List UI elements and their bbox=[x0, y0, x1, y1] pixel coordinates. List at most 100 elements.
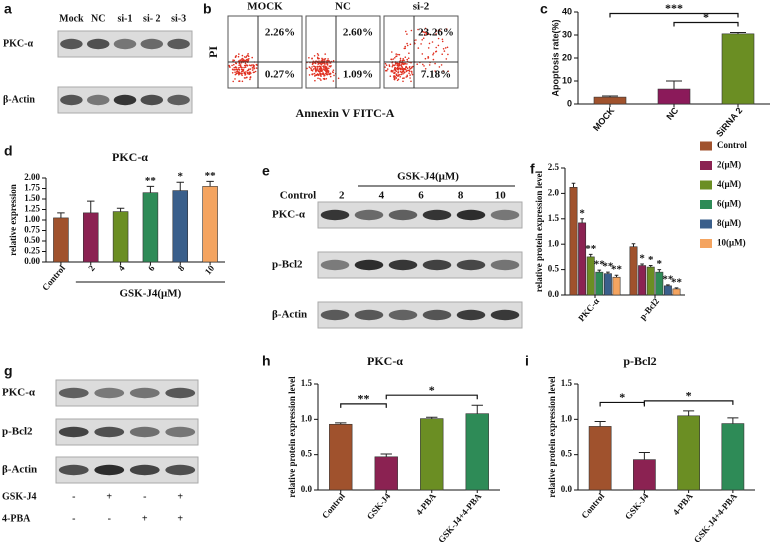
bar bbox=[595, 271, 604, 296]
y-tick-label: 0.0 bbox=[548, 289, 560, 299]
event-dot bbox=[314, 74, 316, 77]
condition-sign: + bbox=[177, 491, 183, 502]
event-dot bbox=[428, 42, 431, 45]
event-dot bbox=[428, 33, 430, 35]
blot-band bbox=[354, 209, 384, 221]
condition-label: 4-PBA bbox=[2, 513, 31, 524]
y-tick-label: 40 bbox=[562, 6, 572, 16]
significance-bracket bbox=[643, 400, 734, 405]
event-dot bbox=[235, 68, 237, 71]
bar bbox=[569, 187, 578, 296]
lane-label: 4 bbox=[379, 190, 385, 202]
error-bar bbox=[730, 31, 746, 34]
event-dot bbox=[402, 58, 405, 60]
event-dot bbox=[406, 67, 409, 70]
event-dot bbox=[313, 72, 316, 75]
event-dot bbox=[323, 68, 325, 71]
x-tick-label: NC bbox=[664, 105, 680, 122]
event-dot bbox=[396, 68, 399, 70]
event-dot bbox=[401, 59, 404, 62]
event-dot bbox=[396, 62, 399, 65]
bar bbox=[593, 96, 627, 105]
significance-mark: * bbox=[579, 207, 585, 219]
event-dot bbox=[396, 64, 399, 67]
blot-band bbox=[94, 387, 125, 399]
legend-swatch bbox=[700, 141, 712, 151]
event-dot bbox=[228, 64, 230, 67]
event-dot bbox=[319, 78, 321, 80]
row-label: PKC-α bbox=[272, 209, 306, 221]
event-dot bbox=[388, 65, 391, 67]
event-dot bbox=[447, 53, 449, 56]
event-dot bbox=[316, 56, 319, 59]
bar bbox=[721, 423, 745, 491]
event-dot bbox=[234, 71, 236, 73]
event-dot bbox=[306, 67, 308, 70]
event-dot bbox=[337, 77, 340, 80]
event-dot bbox=[427, 56, 430, 58]
event-dot bbox=[235, 62, 238, 65]
x-tick-label: GSK-J4+4-PBA bbox=[436, 491, 484, 542]
event-dot bbox=[446, 46, 449, 49]
event-dot bbox=[439, 29, 441, 32]
event-dot bbox=[233, 69, 236, 71]
event-dot bbox=[411, 72, 413, 74]
event-dot bbox=[404, 45, 407, 48]
event-dot bbox=[328, 59, 330, 62]
chart-title: p-Bcl2 bbox=[623, 354, 656, 368]
blot-band bbox=[60, 94, 83, 106]
blot-band bbox=[86, 38, 110, 50]
error-bar bbox=[471, 404, 483, 414]
x-tick-label: GSK-J4 bbox=[365, 491, 393, 522]
y-tick-label: 0.25 bbox=[24, 246, 40, 256]
lane-label: si-3 bbox=[171, 13, 186, 24]
x-tick-label: PKC-α bbox=[576, 296, 601, 323]
event-dot bbox=[323, 58, 326, 60]
event-dot bbox=[425, 33, 428, 35]
event-dot bbox=[247, 69, 250, 71]
x-tick-label: 10 bbox=[203, 263, 217, 277]
event-dot bbox=[395, 77, 398, 79]
significance-mark: ** bbox=[358, 392, 370, 406]
event-dot bbox=[241, 80, 244, 83]
axis-label: PI bbox=[206, 46, 220, 58]
event-dot bbox=[237, 67, 240, 69]
row-label: β-Actin bbox=[272, 309, 307, 321]
event-dot bbox=[394, 68, 397, 71]
event-dot bbox=[386, 68, 389, 70]
x-tick-label: 2 bbox=[86, 263, 97, 273]
event-dot bbox=[312, 62, 314, 65]
event-dot bbox=[391, 71, 394, 73]
blot-band bbox=[456, 309, 486, 321]
blot-band bbox=[129, 387, 160, 399]
event-dot bbox=[407, 57, 410, 59]
y-tick-label: 0.0 bbox=[561, 484, 573, 494]
event-dot bbox=[238, 53, 240, 55]
event-dot bbox=[409, 70, 411, 73]
event-dot bbox=[244, 62, 247, 65]
event-dot bbox=[324, 53, 327, 55]
legend-swatch bbox=[700, 180, 712, 190]
event-dot bbox=[392, 58, 395, 60]
condition-sign: - bbox=[72, 513, 75, 524]
event-dot bbox=[233, 63, 235, 66]
event-dot bbox=[441, 40, 444, 43]
y-tick-label: 0.0 bbox=[301, 484, 313, 494]
y-tick-label: 2.0 bbox=[548, 187, 560, 197]
event-dot bbox=[324, 73, 327, 75]
legend-swatch bbox=[700, 200, 712, 209]
x-tick-label: GSK-J4 bbox=[623, 491, 651, 522]
event-dot bbox=[325, 62, 328, 64]
quadrant-percent: 23.26% bbox=[418, 27, 454, 39]
bar bbox=[578, 222, 587, 296]
event-dot bbox=[441, 38, 444, 41]
quadrant-percent: 0.27% bbox=[265, 69, 295, 81]
plot-title: si-2 bbox=[413, 1, 430, 13]
y-tick-label: 0.75 bbox=[24, 225, 40, 235]
event-dot bbox=[244, 59, 247, 62]
event-dot bbox=[432, 53, 434, 56]
legend-label: 4(μM) bbox=[717, 179, 741, 189]
event-dot bbox=[318, 62, 320, 65]
blot-band bbox=[388, 259, 418, 271]
x-tick-label: Control bbox=[320, 491, 347, 521]
